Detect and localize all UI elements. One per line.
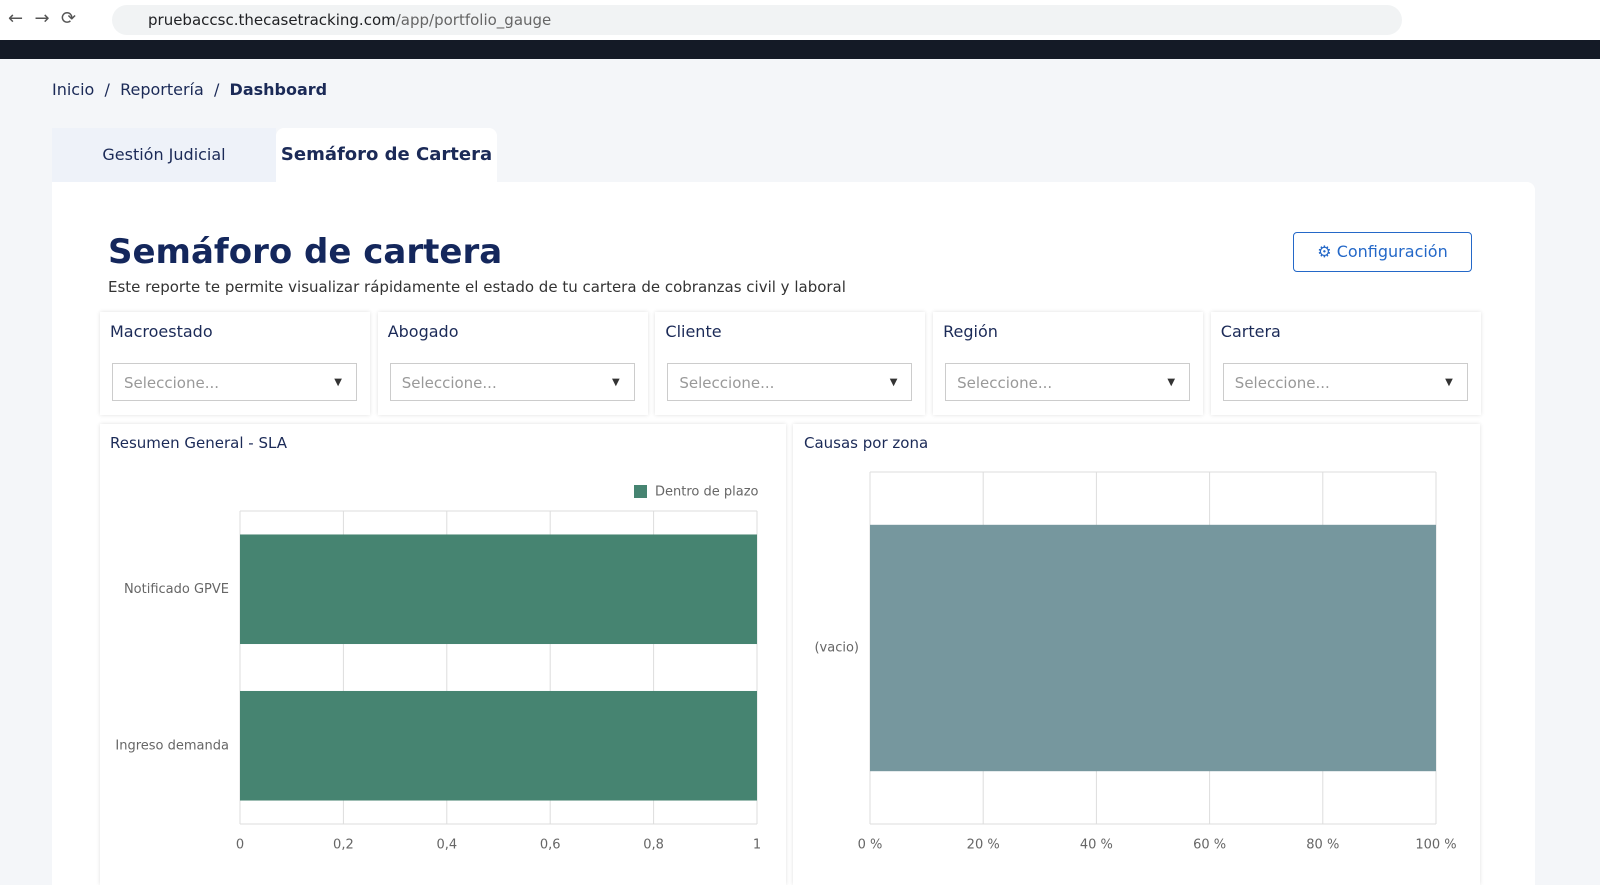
chart-panel: Resumen General - SLA: [100, 424, 786, 885]
select-placeholder: Seleccione...: [1234, 374, 1330, 392]
tab[interactable]: Gestión Judicial: [52, 128, 276, 182]
page-title: Semáforo de cartera: [108, 232, 503, 272]
select-placeholder: Seleccione...: [124, 374, 220, 392]
filter: Abogado Seleccione... ▼: [377, 312, 648, 415]
app-nav: [0, 40, 1600, 59]
chart-panel: Causas por zona: [793, 424, 1480, 885]
filter-label: Abogado: [387, 322, 459, 341]
page-subtitle: Este reporte te permite visualizar rápid…: [108, 278, 846, 296]
filter-label: Región: [943, 322, 998, 341]
crumb: Dashboard: [229, 80, 328, 99]
filter-label: Macroestado: [110, 322, 213, 341]
config-button[interactable]: ⚙ Configuración: [1293, 232, 1472, 272]
filter: Cliente Seleccione... ▼: [655, 312, 926, 415]
filter-label: Cartera: [1220, 322, 1281, 341]
crumb[interactable]: Reportería: [120, 80, 204, 99]
nav-buttons[interactable]: ← → ⟳: [8, 8, 77, 29]
select[interactable]: Seleccione... ▼: [112, 363, 357, 401]
select-placeholder: Seleccione...: [401, 374, 497, 392]
chart-title: Resumen General - SLA: [110, 434, 287, 452]
url-host: pruebaccsc.thecasetracking.com: [148, 11, 396, 29]
breadcrumb: Inicio / Reportería / Dashboard: [52, 80, 328, 99]
crumb[interactable]: Inicio: [52, 80, 95, 99]
url-path: /app/portfolio_gauge: [395, 11, 552, 29]
button-label: Configuración: [1336, 242, 1448, 261]
filter: Región Seleccione... ▼: [933, 312, 1204, 415]
select[interactable]: Seleccione... ▼: [945, 363, 1191, 401]
filter: Cartera Seleccione... ▼: [1210, 312, 1481, 415]
address-bar[interactable]: pruebaccsc.thecasetracking.com/app/portf…: [112, 5, 1402, 35]
select[interactable]: Seleccione... ▼: [667, 363, 913, 401]
browser-bar: ← → ⟳ pruebaccsc.thecasetracking.com/app…: [0, 0, 1600, 40]
filter: Macroestado Seleccione... ▼: [100, 312, 370, 415]
chart-title: Causas por zona: [804, 434, 929, 452]
select-placeholder: Seleccione...: [679, 374, 775, 392]
select[interactable]: Seleccione... ▼: [389, 363, 635, 401]
tab-active[interactable]: Semáforo de Cartera: [276, 128, 497, 182]
filter-label: Cliente: [665, 322, 722, 341]
select[interactable]: Seleccione... ▼: [1222, 363, 1468, 401]
select-placeholder: Seleccione...: [957, 374, 1053, 392]
